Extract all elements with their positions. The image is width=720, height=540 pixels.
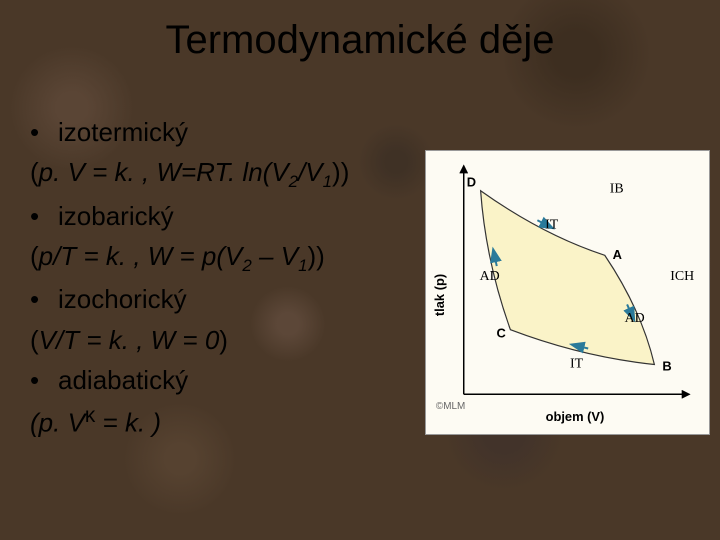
bullet-list: •izotermický (p. V = k. , W=RT. ln(V2/V1… xyxy=(30,112,349,443)
list-item: •izobarický xyxy=(30,196,349,236)
list-item: •izotermický xyxy=(30,112,349,152)
svg-text:AD: AD xyxy=(480,269,500,284)
formula-text: p/T = k. , W = p(V xyxy=(39,241,243,271)
formula-row: (V/T = k. , W = 0) xyxy=(30,320,349,360)
copyright-text: ©MLM xyxy=(436,401,465,412)
formula-row: (p/T = k. , W = p(V2 – V1)) xyxy=(30,236,349,279)
formula-row: (p. V = k. , W=RT. ln(V2/V1)) xyxy=(30,152,349,195)
list-item: •adiabatický xyxy=(30,360,349,400)
item-label: izobarický xyxy=(58,201,174,231)
cycle-polygon xyxy=(481,191,655,365)
svg-text:ICH: ICH xyxy=(670,269,694,284)
svg-text:C: C xyxy=(497,326,506,341)
formula-text: V/T = k. , W = 0 xyxy=(39,325,220,355)
svg-text:A: A xyxy=(613,247,622,262)
x-axis-label: objem (V) xyxy=(546,409,605,424)
slide-title: Termodynamické děje xyxy=(0,0,720,63)
item-label: izotermický xyxy=(58,117,188,147)
bullet-dot: • xyxy=(30,279,58,319)
svg-text:IT: IT xyxy=(545,217,559,232)
y-axis-label: tlak (p) xyxy=(432,274,447,316)
item-label: izochorický xyxy=(58,284,187,314)
bullet-dot: • xyxy=(30,112,58,152)
svg-text:B: B xyxy=(662,358,671,373)
svg-text:AD: AD xyxy=(625,311,645,326)
list-item: •izochorický xyxy=(30,279,349,319)
svg-text:IT: IT xyxy=(570,356,584,371)
kappa-symbol: κ xyxy=(85,404,95,427)
formula-row: (p. Vκ = k. ) xyxy=(30,400,349,443)
bullet-dot: • xyxy=(30,196,58,236)
formula-text: p. V = k. , W=RT. ln(V xyxy=(39,157,289,187)
svg-text:IB: IB xyxy=(610,182,624,197)
item-label: adiabatický xyxy=(58,365,188,395)
pv-diagram: D A B C IB ICH IT AD AD IT tlak (p) objem (V) ©M… xyxy=(425,150,710,435)
svg-text:D: D xyxy=(467,175,476,190)
bullet-dot: • xyxy=(30,360,58,400)
